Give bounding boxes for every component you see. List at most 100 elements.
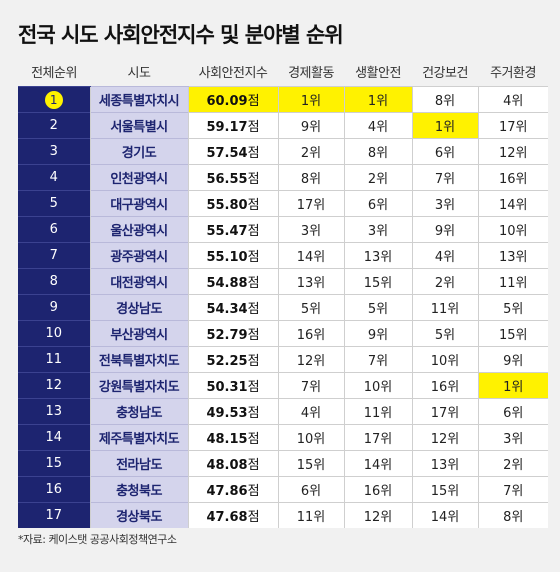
- chart-title: 전국 시도 사회안전지수 및 분야별 순위: [18, 23, 344, 47]
- rank-value: 6: [367, 198, 377, 213]
- score-unit: 점: [247, 120, 260, 135]
- column-header: 건강보건: [412, 56, 478, 87]
- rank-value: 16: [363, 484, 381, 499]
- region-cell: 대전광역시: [89, 268, 188, 295]
- rank-unit: 위: [443, 146, 456, 161]
- health-rank-cell: 11위: [411, 294, 478, 321]
- rank-unit: 위: [380, 380, 393, 395]
- overall-rank-cell: 9: [18, 294, 90, 321]
- score-unit: 점: [247, 250, 260, 265]
- rank-unit: 위: [443, 224, 456, 239]
- rank-unit: 위: [376, 224, 389, 239]
- rank-unit: 위: [376, 172, 389, 187]
- region-cell: 경상남도: [89, 294, 188, 321]
- safety-index-value: 55.10: [206, 250, 248, 265]
- column-header: 사회안전지수: [188, 56, 278, 87]
- living-rank-cell: 6위: [343, 190, 412, 217]
- rank-value: 6: [434, 146, 444, 161]
- region-cell: 세종특별자치시: [89, 86, 188, 113]
- safety-index-cell: 52.25점: [187, 346, 278, 373]
- score-unit: 점: [247, 224, 260, 239]
- rank-value: 1: [434, 120, 444, 135]
- ranking-table: 전체순위 시도 사회안전지수 경제활동 생활안전 건강보건 주거환경 1 세종특별…: [18, 56, 548, 528]
- safety-index-cell: 55.80점: [187, 190, 278, 217]
- rank-value: 3: [367, 224, 377, 239]
- rank-unit: 위: [447, 354, 460, 369]
- rank-unit: 위: [447, 484, 460, 499]
- living-rank-cell: 16위: [343, 476, 412, 503]
- rank-value: 1: [503, 380, 512, 395]
- rank-unit: 위: [443, 120, 456, 135]
- rank-value: 8: [300, 172, 310, 187]
- overall-rank-cell: 5: [18, 190, 90, 217]
- rank-value: 15: [430, 484, 448, 499]
- living-rank-cell: 9위: [343, 320, 412, 347]
- living-rank-cell: 11위: [343, 398, 412, 425]
- rank-unit: 위: [380, 484, 393, 499]
- overall-rank-cell: 4: [18, 164, 90, 191]
- rank-unit: 위: [313, 354, 326, 369]
- economic-rank-cell: 5위: [277, 294, 344, 321]
- source-note: *자료: 케이스탯 공공사회정책연구소: [18, 533, 177, 546]
- housing-rank-cell: 12위: [477, 138, 548, 165]
- economic-rank-cell: 6위: [277, 476, 344, 503]
- economic-rank-cell: 15위: [277, 450, 344, 477]
- rank-value: 11: [296, 510, 314, 525]
- rank-value: 9: [300, 120, 310, 135]
- table-row: 17 경상북도 47.68점 11위 12위 14위 8위: [18, 502, 548, 528]
- rank-unit: 위: [511, 406, 524, 421]
- housing-rank-cell: 5위: [477, 294, 548, 321]
- rank-unit: 위: [380, 250, 393, 265]
- rank-unit: 위: [313, 250, 326, 265]
- score-unit: 점: [247, 94, 260, 109]
- overall-rank-cell: 16: [18, 476, 90, 503]
- health-rank-cell: 7위: [411, 164, 478, 191]
- health-rank-cell: 5위: [411, 320, 478, 347]
- safety-index-value: 52.79: [206, 328, 248, 343]
- rank-unit: 위: [380, 510, 393, 525]
- living-rank-cell: 8위: [343, 138, 412, 165]
- rank-unit: 위: [313, 198, 326, 213]
- rank-unit: 위: [443, 198, 456, 213]
- column-header: 시도: [90, 56, 188, 87]
- safety-index-value: 48.15: [206, 432, 248, 447]
- safety-index-cell: 57.54점: [187, 138, 278, 165]
- rank-value: 10: [363, 380, 381, 395]
- rank-unit: 위: [447, 510, 460, 525]
- rank-value: 11: [430, 302, 448, 317]
- health-rank-cell: 4위: [411, 242, 478, 269]
- region-cell: 전북특별자치도: [89, 346, 188, 373]
- top-rank-badge: 1: [44, 90, 63, 109]
- table-row: 3 경기도 57.54점 2위 8위 6위 12위: [18, 138, 548, 165]
- living-rank-cell: 15위: [343, 268, 412, 295]
- rank-value: 8: [367, 146, 377, 161]
- region-cell: 강원특별자치도: [89, 372, 188, 399]
- rank-value: 2: [503, 458, 512, 473]
- score-unit: 점: [247, 458, 260, 473]
- rank-unit: 위: [515, 276, 528, 291]
- rank-value: 12: [296, 354, 314, 369]
- safety-index-cell: 54.88점: [187, 268, 278, 295]
- rank-value: 2: [434, 276, 444, 291]
- rank-unit: 위: [376, 120, 389, 135]
- rank-value: 7: [434, 172, 444, 187]
- column-header: 전체순위: [18, 56, 90, 87]
- rank-value: 10: [498, 224, 516, 239]
- table-row: 9 경상남도 54.34점 5위 5위 11위 5위: [18, 294, 548, 321]
- overall-rank-cell: 17: [18, 502, 90, 528]
- economic-rank-cell: 4위: [277, 398, 344, 425]
- economic-rank-cell: 11위: [277, 502, 344, 528]
- overall-rank-cell: 1: [18, 86, 90, 113]
- health-rank-cell: 14위: [411, 502, 478, 528]
- rank-unit: 위: [443, 250, 456, 265]
- rank-unit: 위: [511, 354, 524, 369]
- score-unit: 점: [247, 172, 260, 187]
- overall-rank-cell: 12: [18, 372, 90, 399]
- economic-rank-cell: 8위: [277, 164, 344, 191]
- safety-index-value: 60.09: [206, 94, 248, 109]
- rank-unit: 위: [511, 510, 524, 525]
- health-rank-cell: 17위: [411, 398, 478, 425]
- housing-rank-cell: 7위: [477, 476, 548, 503]
- housing-rank-cell: 4위: [477, 86, 548, 113]
- living-rank-cell: 5위: [343, 294, 412, 321]
